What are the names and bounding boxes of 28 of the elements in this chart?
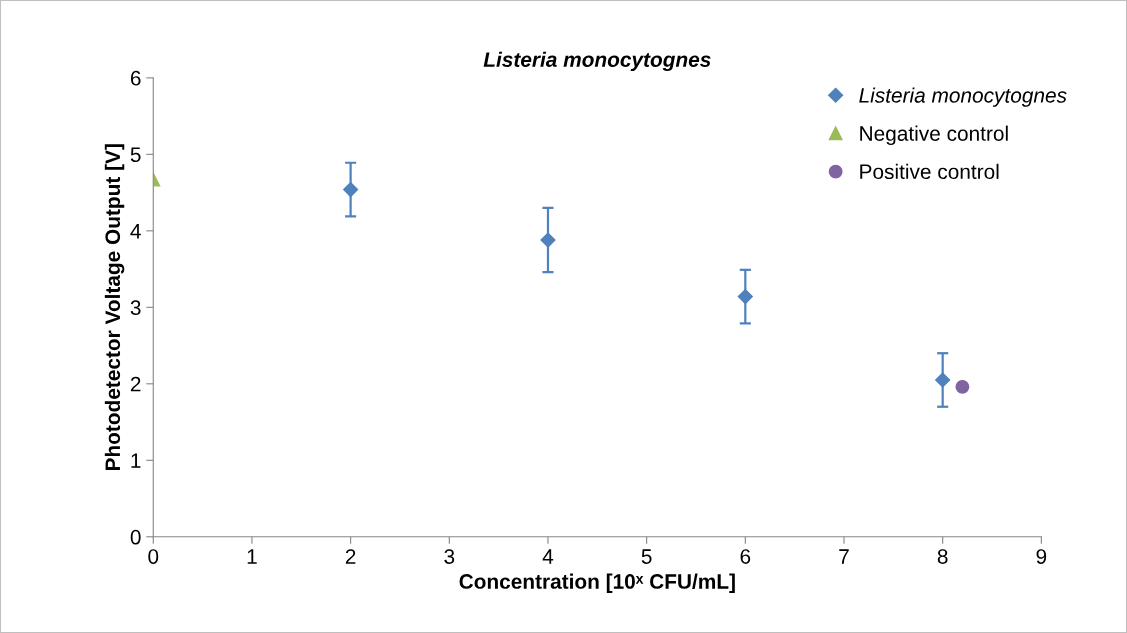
legend-label: Positive control (860, 163, 999, 180)
x-tick-label: 9 (1036, 549, 1047, 564)
y-tick-label: 0 (130, 529, 141, 545)
point (737, 289, 753, 305)
legend-label: Listeria monocytognes (859, 87, 1067, 107)
y-tick-label: 2 (130, 376, 141, 392)
x-tick-label: 2 (345, 549, 356, 564)
y-tick-label: 4 (130, 224, 141, 239)
y-tick-label: 6 (130, 70, 141, 86)
x-tick-label: 7 (839, 549, 849, 564)
point (540, 232, 556, 248)
y-tick-label: 1 (131, 453, 141, 468)
y-tick-label: 5 (130, 147, 141, 163)
x-tick-label: 5 (641, 549, 652, 564)
y-axis-title: Photodetector Voltage Output [V] (104, 144, 125, 471)
point (935, 372, 951, 388)
x-tick-label: 6 (740, 549, 751, 564)
x-axis-title: Concentration [10ˣ CFU/mL] (459, 573, 735, 593)
x-tick-label: 1 (247, 549, 257, 564)
chart-title: Listeria monocytognes (483, 51, 711, 72)
y-tick-label: 3 (130, 300, 141, 316)
legend-label: Negative control (860, 125, 1008, 146)
point (955, 379, 970, 394)
point (343, 181, 359, 198)
x-tick-label: 0 (148, 549, 159, 564)
x-tick-label: 8 (937, 549, 948, 564)
x-tick-label: 4 (542, 549, 554, 564)
x-tick-label: 3 (444, 549, 455, 564)
